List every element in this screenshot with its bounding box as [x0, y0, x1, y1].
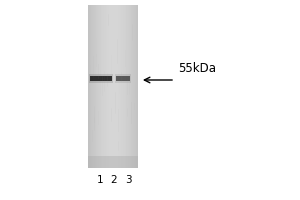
Text: 1: 1 [97, 175, 103, 185]
Bar [96, 5, 97, 168]
Bar [105, 5, 106, 168]
Bar [126, 5, 127, 168]
Bar [103, 5, 104, 168]
Bar [113, 5, 114, 168]
Bar [118, 5, 119, 168]
Bar [135, 5, 136, 168]
Bar [89, 74, 113, 83]
Bar [88, 156, 138, 168]
Bar [121, 5, 122, 168]
Bar [136, 5, 137, 168]
Bar [116, 5, 117, 168]
Bar [95, 5, 96, 168]
Bar [127, 5, 128, 168]
Bar [90, 76, 112, 81]
Bar [111, 5, 112, 168]
Bar [120, 5, 121, 168]
Bar [100, 5, 101, 168]
Bar [99, 5, 100, 168]
Bar [94, 5, 95, 168]
Bar [114, 5, 115, 168]
Bar [109, 5, 110, 168]
Text: 2: 2 [111, 175, 117, 185]
Bar [112, 5, 113, 168]
Bar [90, 5, 91, 168]
Bar [117, 5, 118, 168]
Bar [115, 5, 116, 168]
Bar [97, 5, 98, 168]
Bar [88, 5, 89, 168]
Bar [125, 5, 126, 168]
Text: 55kDa: 55kDa [178, 62, 216, 74]
Bar [130, 5, 131, 168]
Bar [119, 5, 120, 168]
Bar [124, 5, 125, 168]
Bar [104, 5, 105, 168]
Bar [98, 5, 99, 168]
Bar [108, 5, 109, 168]
Bar [122, 5, 123, 168]
Bar [93, 5, 94, 168]
Bar [132, 5, 133, 168]
Text: 3: 3 [125, 175, 131, 185]
Bar [128, 5, 129, 168]
Bar [106, 5, 107, 168]
Bar [137, 5, 138, 168]
Bar [133, 5, 134, 168]
Bar [115, 74, 131, 83]
Bar [100, 5, 101, 168]
Bar [129, 5, 130, 168]
Bar [92, 5, 93, 168]
Bar [91, 5, 92, 168]
Bar [89, 5, 90, 168]
Bar [123, 5, 124, 168]
Bar [107, 5, 108, 168]
Bar [131, 5, 132, 168]
Bar [134, 5, 135, 168]
Bar [110, 5, 111, 168]
Bar [101, 5, 102, 168]
Bar [116, 76, 130, 81]
Bar [102, 5, 103, 168]
